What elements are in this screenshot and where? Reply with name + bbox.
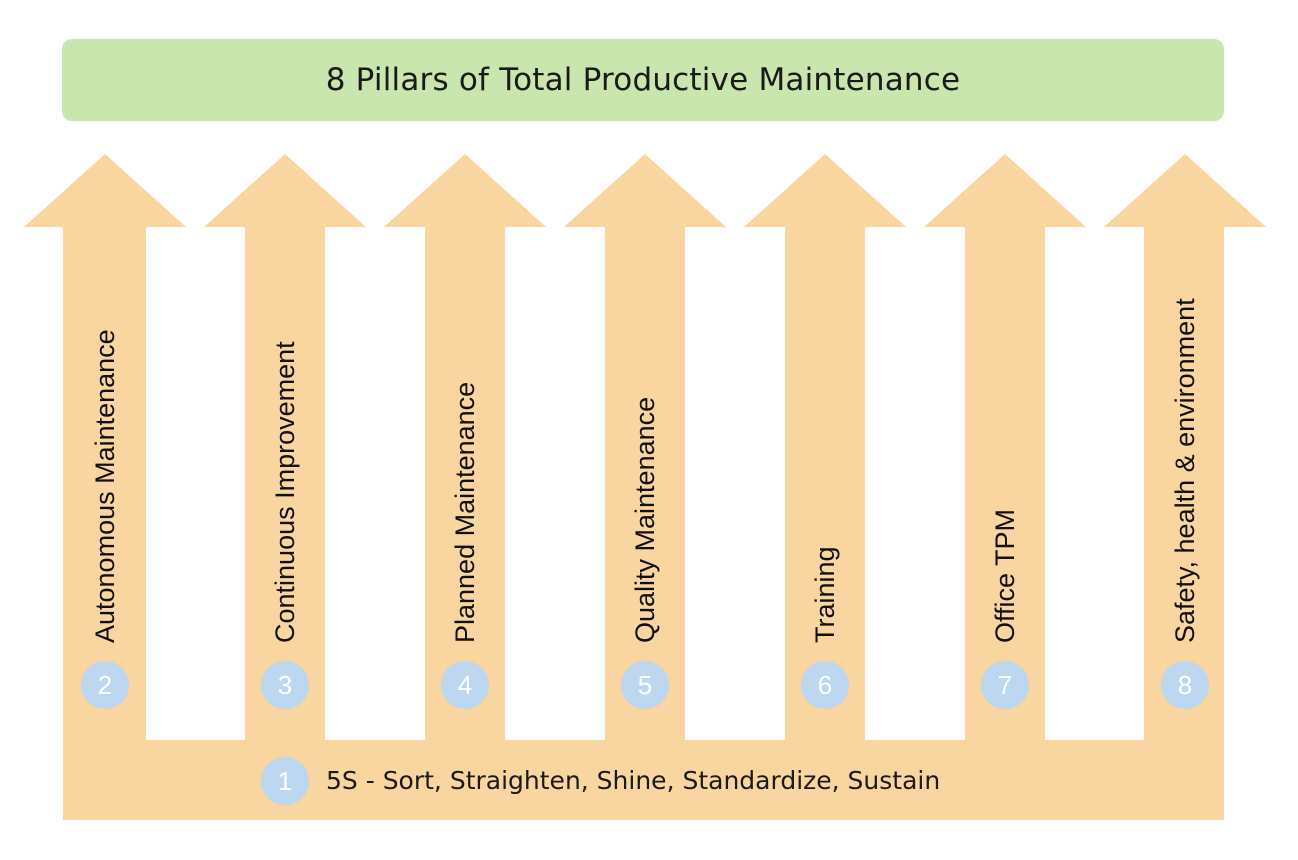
pillar-number-badge [441,661,489,709]
pillar-5: Quality Maintenance 5 [621,397,669,709]
pillar-number: 5 [638,670,652,700]
pillar-number-badge [1161,661,1209,709]
pillar-label: Office TPM [990,509,1020,643]
base-label: 5S - Sort, Straighten, Shine, Standardiz… [326,766,940,795]
pillar-label: Quality Maintenance [630,397,660,643]
base-number-badge [261,757,309,805]
page-title: 8 Pillars of Total Productive Maintenanc… [325,62,961,98]
pillar-label: Training [810,546,840,643]
pillar-7: Office TPM 7 [981,509,1029,709]
pillar-number: 8 [1178,670,1192,700]
pillar-4: Planned Maintenance 4 [441,382,489,709]
pillar-label: Autonomous Maintenance [90,329,120,643]
pillar-number-badge [261,661,309,709]
pillar-3: Continuous Improvement 3 [261,341,309,709]
pillar-number-badge [81,661,129,709]
pillar-number-badge [621,661,669,709]
pillars-shape [24,154,1266,820]
pillar-number-badge [801,661,849,709]
base-foundation: 1 5S - Sort, Straighten, Shine, Standard… [261,757,940,805]
pillar-number: 4 [458,670,472,700]
pillar-number: 6 [818,670,832,700]
pillar-2: Autonomous Maintenance 2 [81,329,129,709]
pillar-8: Safety, health & environment 8 [1161,298,1209,709]
title-banner: 8 Pillars of Total Productive Maintenanc… [62,39,1224,121]
pillar-label: Planned Maintenance [450,382,480,643]
pillar-number: 7 [998,670,1012,700]
pillar-number: 3 [278,670,292,700]
pillar-number: 2 [98,670,112,700]
pillar-label: Safety, health & environment [1170,298,1200,643]
pillar-6: Training 6 [801,546,849,709]
pillar-label: Continuous Improvement [270,341,300,643]
pillar-number-badge [981,661,1029,709]
base-number: 1 [278,766,292,796]
